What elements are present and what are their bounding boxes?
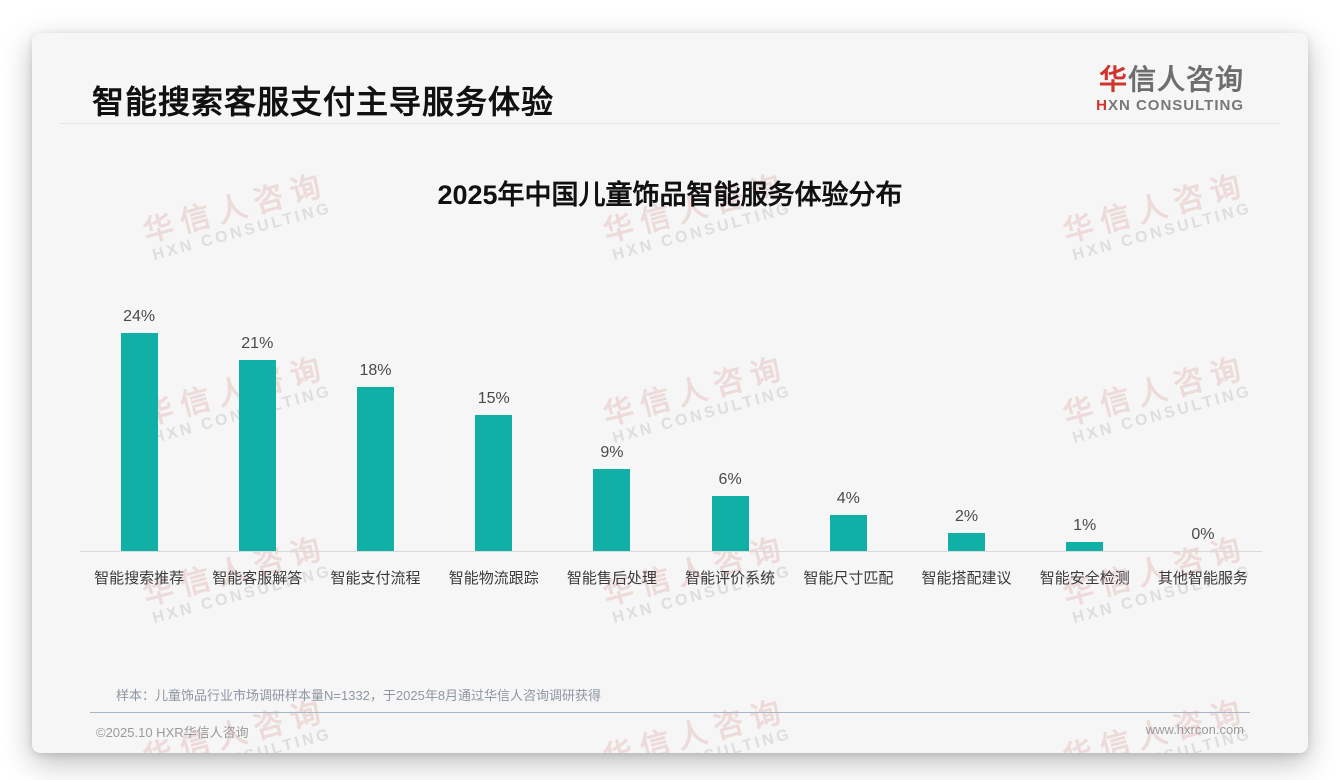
x-axis-label: 智能支付流程 <box>330 570 421 587</box>
x-axis-label: 智能评价系统 <box>685 570 776 587</box>
bar-value-label: 0% <box>1191 526 1215 543</box>
bar-value-label: 4% <box>836 489 860 507</box>
bar-value-label: 24% <box>123 307 156 325</box>
logo-en-rest-chars: XN CONSULTING <box>1107 96 1244 114</box>
bar-value-label: 9% <box>600 444 624 462</box>
sample-note: 样本：儿童饰品行业市场调研样本量N=1332，于2025年8月通过华信人咨询调研… <box>116 688 602 703</box>
x-axis-label: 其他智能服务 <box>1157 570 1248 587</box>
bar-chart: 24% 21% 18% 15% 9% 6% 4% 2% 1% 0% 智能搜索推荐 智能客服解答 智能支… <box>80 233 1262 588</box>
x-axis-line <box>80 551 1262 552</box>
bar <box>238 359 276 551</box>
x-axis-label: 智能物流跟踪 <box>448 570 539 587</box>
footer-copyright: ©2025.10 HXR华信人咨询 <box>96 725 249 740</box>
bar-column: 2% <box>907 233 1025 551</box>
page-title: 智能搜索客服支付主导服务体验 <box>92 84 555 120</box>
footer-url: www.hxrcon.com <box>1145 722 1244 737</box>
bar-column: 15% <box>435 233 553 551</box>
bar-value-label: 18% <box>359 362 392 380</box>
footer: ©2025.10 HXR华信人咨询 www.hxrcon.com <box>96 722 1244 741</box>
logo-chinese-name: 华信人咨询 <box>1096 64 1244 96</box>
report-content: 智能搜索客服支付主导服务体验 华信人咨询 HXN CONSULTING 2025… <box>32 33 1308 753</box>
x-axis-label: 智能安全检测 <box>1039 570 1130 587</box>
bar-column: 9% <box>553 233 671 551</box>
bar <box>475 414 513 551</box>
bar <box>1066 541 1104 551</box>
logo-accent-char: 华 <box>1098 64 1128 95</box>
report-card: 华信人咨询 HXN CONSULTING 华信人咨询 HXN CONSULTING 华信… <box>32 33 1308 753</box>
logo-english-name: HXN CONSULTING <box>1096 96 1244 115</box>
bar-column: 18% <box>316 233 434 551</box>
bar-value-label: 21% <box>241 334 274 352</box>
bar-column: 1% <box>1026 233 1144 551</box>
bar-value-label: 6% <box>718 471 742 489</box>
bar-value-label: 15% <box>477 389 510 407</box>
bar-column: 0% <box>1144 233 1262 551</box>
x-axis-label: 智能售后处理 <box>566 570 657 587</box>
bar <box>593 469 631 551</box>
logo-rest-chars: 信人咨询 <box>1127 64 1244 95</box>
brand-logo: 华信人咨询 HXN CONSULTING <box>1096 64 1244 115</box>
bar-value-label: 1% <box>1073 516 1097 534</box>
header-divider <box>60 123 1280 124</box>
x-axis-label: 智能搭配建议 <box>921 570 1012 587</box>
x-axis-label: 智能客服解答 <box>212 570 303 587</box>
bar <box>948 532 986 551</box>
x-axis-labels-row: 智能搜索推荐 智能客服解答 智能支付流程 智能物流跟踪 智能售后处理 智能评价系统 智能尺寸… <box>80 567 1262 588</box>
x-axis-label: 智能搜索推荐 <box>94 570 185 587</box>
bar <box>829 514 867 551</box>
bar-column: 21% <box>198 233 316 551</box>
chart-title: 2025年中国儿童饰品智能服务体验分布 <box>437 180 903 210</box>
bar-column: 6% <box>671 233 789 551</box>
bar-column: 4% <box>789 233 907 551</box>
bar <box>711 496 749 551</box>
logo-en-accent-char: H <box>1096 96 1108 114</box>
footer-divider <box>90 712 1250 713</box>
bar-column: 24% <box>80 233 198 551</box>
bar <box>120 332 158 551</box>
bar-value-label: 2% <box>954 507 979 525</box>
bars-row: 24% 21% 18% 15% 9% 6% 4% 2% 1% 0% <box>80 233 1262 551</box>
bar <box>357 387 394 551</box>
x-axis-label: 智能尺寸匹配 <box>803 570 894 587</box>
